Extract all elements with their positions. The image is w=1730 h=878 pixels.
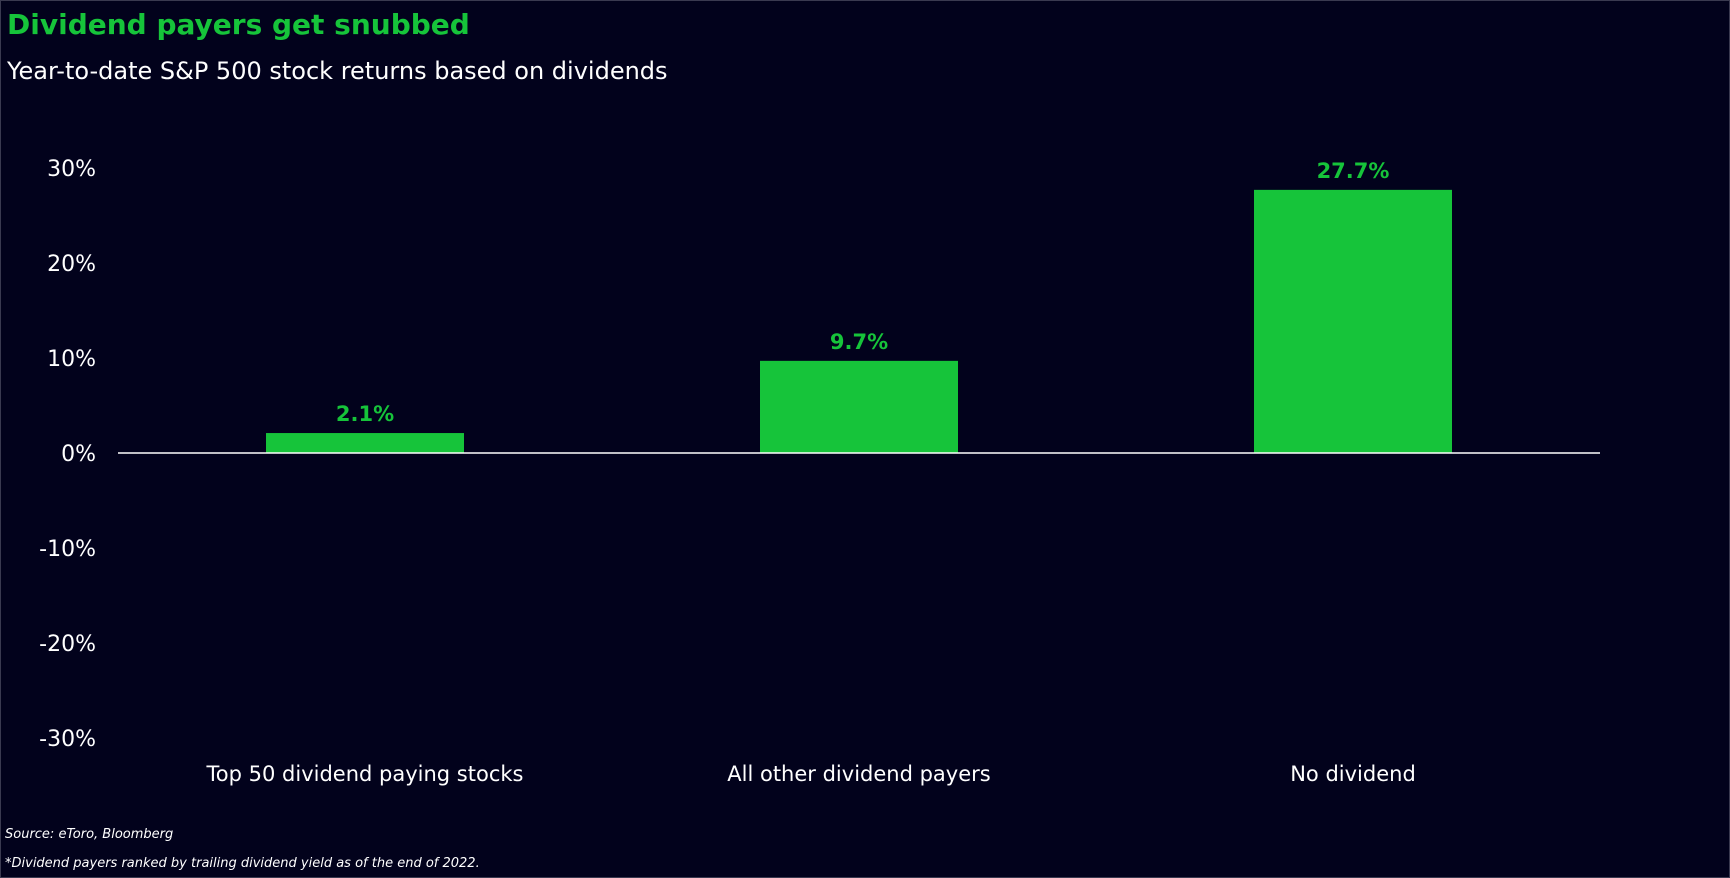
footnote: *Dividend payers ranked by trailing divi… bbox=[5, 856, 480, 871]
data-label: 2.1% bbox=[336, 402, 394, 426]
y-tick-label: -10% bbox=[39, 537, 96, 562]
data-label: 27.7% bbox=[1317, 159, 1390, 183]
y-tick-label: 20% bbox=[47, 252, 96, 277]
data-label: 9.7% bbox=[830, 330, 888, 354]
x-category-label: Top 50 dividend paying stocks bbox=[206, 762, 524, 786]
bar bbox=[1254, 189, 1452, 453]
y-tick-label: -30% bbox=[39, 727, 96, 752]
chart-subtitle: Year-to-date S&P 500 stock returns based… bbox=[7, 57, 668, 85]
bar bbox=[760, 360, 958, 453]
chart-title: Dividend payers get snubbed bbox=[7, 8, 470, 41]
x-category-label: All other dividend payers bbox=[727, 762, 990, 786]
source-note: Source: eToro, Bloomberg bbox=[5, 827, 174, 842]
bar bbox=[266, 433, 464, 453]
y-tick-label: -20% bbox=[39, 632, 96, 657]
y-tick-label: 10% bbox=[47, 347, 96, 372]
y-tick-label: 0% bbox=[61, 442, 96, 467]
x-category-label: No dividend bbox=[1290, 762, 1416, 786]
y-tick-label: 30% bbox=[47, 157, 96, 182]
